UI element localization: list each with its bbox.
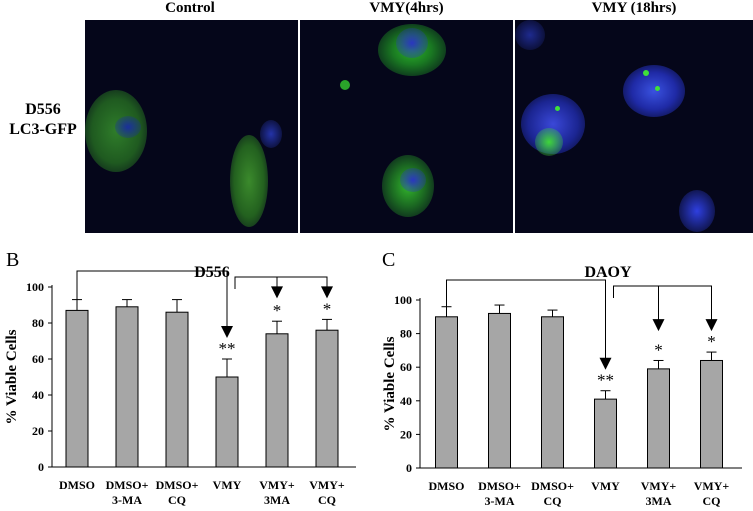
header-control: Control — [165, 0, 215, 16]
comparison-bracket-vmy — [613, 285, 712, 321]
significance-marker: ** — [219, 339, 236, 358]
x-tick-label: VMY+ — [641, 479, 677, 493]
micrograph-vmy-4hrs — [300, 20, 513, 233]
x-tick-label: CQ — [544, 494, 562, 508]
panel-letter: B — [6, 249, 19, 271]
micrograph-vmy-18hrs — [515, 20, 753, 233]
significance-marker: * — [654, 340, 663, 359]
arrowhead — [705, 319, 718, 332]
chart-title: DAOY — [584, 264, 632, 281]
bar — [435, 316, 458, 469]
bar — [65, 309, 89, 468]
x-tick-label: DMSO+ — [531, 479, 574, 493]
y-axis-label: % Viable Cells — [4, 329, 20, 424]
bar — [315, 329, 339, 468]
chart-b-d556: B D556 0 20 40 60 80 100 % Viable Cells DMSO DMSO+… — [4, 249, 356, 507]
x-tick-label: VMY+ — [309, 478, 345, 492]
x-tick-label: DMSO+ — [156, 478, 199, 492]
comparison-bracket-control — [446, 279, 606, 359]
x-tick-label: VMY — [591, 479, 620, 493]
chart-c-daoy: C DAOY 0 20 40 60 80 100 % Viable Cells DMSO DMSO+… — [382, 249, 742, 508]
arrowhead — [271, 286, 283, 299]
y-tick-label: 80 — [32, 316, 44, 330]
x-tick-label: DMSO — [59, 478, 95, 492]
bar — [541, 316, 564, 469]
arrowhead — [652, 319, 665, 332]
y-tick-label: 100 — [394, 293, 412, 307]
y-tick-label: 20 — [32, 424, 44, 438]
arrowhead — [221, 326, 233, 338]
y-tick-label: 40 — [32, 388, 44, 402]
y-tick-label: 100 — [26, 280, 44, 294]
panel-letter: C — [382, 249, 395, 271]
arrowhead — [321, 286, 333, 299]
significance-marker: * — [273, 301, 282, 320]
x-tick-label: VMY — [213, 478, 242, 492]
row-label-line1: D556 — [25, 101, 61, 118]
bar — [647, 368, 670, 469]
bar — [215, 376, 239, 468]
significance-marker: * — [707, 332, 716, 351]
x-tick-label: DMSO — [429, 479, 465, 493]
x-tick-label: 3-MA — [112, 493, 142, 507]
x-tick-label: 3MA — [646, 494, 672, 508]
significance-marker: * — [323, 299, 332, 318]
micrograph-control — [85, 20, 298, 233]
x-tick-label: 3-MA — [485, 494, 515, 508]
bar — [594, 398, 617, 469]
x-tick-label: CQ — [703, 494, 721, 508]
row-label-line2: LC3-GFP — [9, 121, 77, 138]
y-tick-label: 40 — [400, 394, 412, 408]
x-tick-label: CQ — [168, 493, 186, 507]
y-tick-label: 20 — [400, 427, 412, 441]
bar — [488, 312, 511, 469]
comparison-bracket-control — [76, 270, 228, 327]
bar — [700, 359, 723, 469]
header-vmy-18hrs: VMY (18hrs) — [591, 0, 677, 16]
bar — [265, 333, 289, 468]
x-tick-label: VMY+ — [694, 479, 730, 493]
y-tick-label: 80 — [400, 327, 412, 341]
row-label: D556 LC3-GFP — [2, 100, 84, 140]
x-tick-label: CQ — [318, 493, 336, 507]
comparison-bracket-vmy — [234, 276, 328, 289]
bar — [165, 311, 189, 468]
x-tick-label: VMY+ — [259, 478, 295, 492]
y-tick-label: 60 — [400, 360, 412, 374]
y-tick-label: 60 — [32, 352, 44, 366]
bar — [115, 306, 139, 468]
significance-marker: ** — [597, 371, 614, 390]
arrowhead — [599, 357, 612, 370]
x-tick-label: DMSO+ — [106, 478, 149, 492]
x-tick-label: 3MA — [264, 493, 290, 507]
y-tick-label: 0 — [406, 461, 412, 475]
header-vmy-4hrs: VMY(4hrs) — [369, 0, 444, 16]
x-tick-label: DMSO+ — [478, 479, 521, 493]
y-tick-label: 0 — [38, 460, 44, 474]
y-axis-label: % Viable Cells — [382, 336, 398, 431]
chart-title: D556 — [194, 264, 230, 281]
